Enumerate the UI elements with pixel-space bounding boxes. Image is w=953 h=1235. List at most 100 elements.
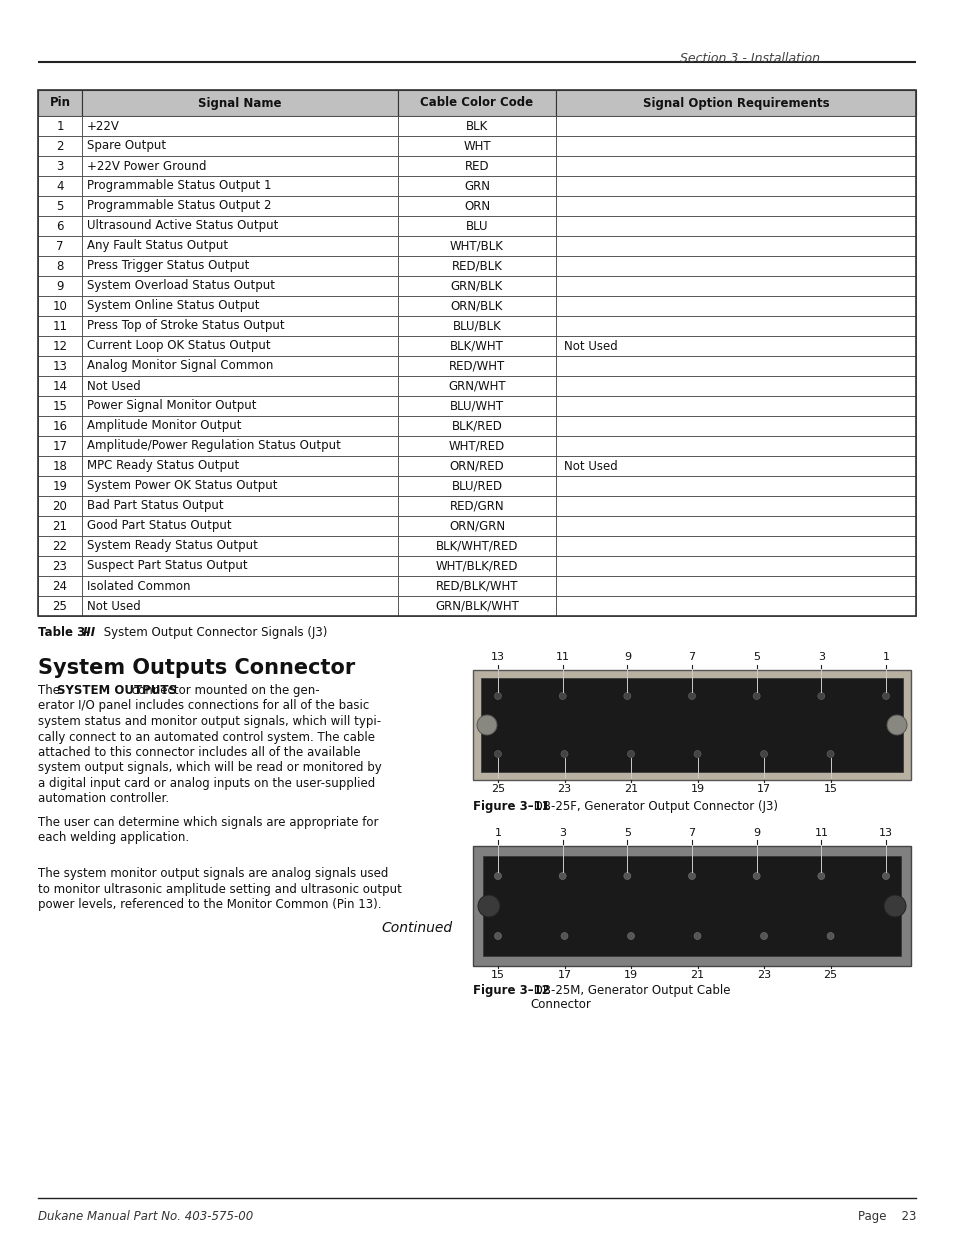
Bar <box>556 516 915 536</box>
Bar <box>556 196 915 216</box>
Bar <box>38 136 82 156</box>
Bar <box>556 356 915 375</box>
Circle shape <box>694 751 700 757</box>
Text: 19: 19 <box>623 969 638 981</box>
Circle shape <box>760 751 767 757</box>
Circle shape <box>826 932 833 940</box>
Text: 17: 17 <box>756 784 770 794</box>
Text: Pin: Pin <box>50 96 71 110</box>
Bar <box>397 156 556 177</box>
Bar <box>397 336 556 356</box>
Bar <box>38 196 82 216</box>
Text: connector mounted on the gen-: connector mounted on the gen- <box>129 684 319 697</box>
Text: BLK/RED: BLK/RED <box>451 420 502 432</box>
Text: System Power OK Status Output: System Power OK Status Output <box>87 479 277 493</box>
Bar <box>556 256 915 275</box>
Bar <box>397 316 556 336</box>
Text: Connector: Connector <box>530 998 590 1011</box>
Text: 9: 9 <box>623 652 630 662</box>
Text: 23: 23 <box>557 784 571 794</box>
Circle shape <box>623 872 630 879</box>
Bar <box>38 436 82 456</box>
Bar <box>397 456 556 475</box>
Text: 13: 13 <box>491 652 504 662</box>
Bar <box>397 256 556 275</box>
Text: Programmable Status Output 2: Programmable Status Output 2 <box>87 200 272 212</box>
Bar <box>38 177 82 196</box>
Bar <box>397 356 556 375</box>
Text: GRN/BLK/WHT: GRN/BLK/WHT <box>435 599 518 613</box>
Circle shape <box>558 872 565 879</box>
Text: Programmable Status Output 1: Programmable Status Output 1 <box>87 179 272 193</box>
Text: 13: 13 <box>52 359 68 373</box>
Text: System Online Status Output: System Online Status Output <box>87 300 259 312</box>
Text: System Ready Status Output: System Ready Status Output <box>87 540 257 552</box>
Text: 1: 1 <box>56 120 64 132</box>
Text: System Output Connector Signals (J3): System Output Connector Signals (J3) <box>100 626 327 638</box>
Circle shape <box>817 872 824 879</box>
Circle shape <box>494 872 501 879</box>
Text: WHT: WHT <box>463 140 490 152</box>
Text: 24: 24 <box>52 579 68 593</box>
Text: Power Signal Monitor Output: Power Signal Monitor Output <box>87 399 256 412</box>
Circle shape <box>623 693 630 699</box>
Text: Amplitude/Power Regulation Status Output: Amplitude/Power Regulation Status Output <box>87 440 340 452</box>
Text: ORN/RED: ORN/RED <box>449 459 504 473</box>
Circle shape <box>760 932 767 940</box>
Text: BLU: BLU <box>465 220 488 232</box>
Bar <box>397 236 556 256</box>
Text: Isolated Common: Isolated Common <box>87 579 191 593</box>
Bar <box>556 216 915 236</box>
Text: BLK: BLK <box>465 120 488 132</box>
Bar <box>397 375 556 396</box>
Bar <box>38 516 82 536</box>
Bar <box>38 296 82 316</box>
Text: GRN: GRN <box>463 179 490 193</box>
Bar <box>38 597 82 616</box>
Text: ORN/BLK: ORN/BLK <box>451 300 502 312</box>
Bar <box>82 216 397 236</box>
Bar <box>82 436 397 456</box>
Circle shape <box>752 872 760 879</box>
Text: BLU/RED: BLU/RED <box>451 479 502 493</box>
Circle shape <box>752 693 760 699</box>
Bar <box>38 456 82 475</box>
Bar <box>556 556 915 576</box>
Bar <box>38 416 82 436</box>
Bar <box>556 336 915 356</box>
Text: WHT/BLK: WHT/BLK <box>450 240 503 252</box>
Text: BLU/BLK: BLU/BLK <box>452 320 501 332</box>
Text: 2: 2 <box>56 140 64 152</box>
Text: system output signals, which will be read or monitored by: system output signals, which will be rea… <box>38 762 381 774</box>
Text: 1: 1 <box>494 827 501 839</box>
Text: Dukane Manual Part No. 403-575-00: Dukane Manual Part No. 403-575-00 <box>38 1210 253 1223</box>
Text: Current Loop OK Status Output: Current Loop OK Status Output <box>87 340 271 352</box>
Bar <box>82 576 397 597</box>
Text: SYSTEM OUTPUTS: SYSTEM OUTPUTS <box>57 684 176 697</box>
Bar <box>397 496 556 516</box>
Bar <box>556 536 915 556</box>
Text: 23: 23 <box>52 559 68 573</box>
Circle shape <box>826 751 833 757</box>
Circle shape <box>494 693 501 699</box>
Text: Press Top of Stroke Status Output: Press Top of Stroke Status Output <box>87 320 284 332</box>
Bar <box>82 156 397 177</box>
Bar <box>482 856 900 956</box>
Text: 22: 22 <box>52 540 68 552</box>
Text: power levels, referenced to the Monitor Common (Pin 13).: power levels, referenced to the Monitor … <box>38 898 381 911</box>
Text: 17: 17 <box>557 969 571 981</box>
Bar <box>556 136 915 156</box>
Bar <box>38 275 82 296</box>
Text: Good Part Status Output: Good Part Status Output <box>87 520 232 532</box>
Text: 25: 25 <box>822 969 837 981</box>
Bar <box>82 90 397 116</box>
Text: cally connect to an automated control system. The cable: cally connect to an automated control sy… <box>38 730 375 743</box>
Text: to monitor ultrasonic amplitude setting and ultrasonic output: to monitor ultrasonic amplitude setting … <box>38 883 401 895</box>
Bar <box>82 456 397 475</box>
Text: DB-25F, Generator Output Connector (J3): DB-25F, Generator Output Connector (J3) <box>530 800 778 813</box>
Bar <box>38 496 82 516</box>
Bar <box>473 671 910 781</box>
Bar <box>473 846 910 966</box>
Bar <box>82 597 397 616</box>
Bar <box>397 436 556 456</box>
